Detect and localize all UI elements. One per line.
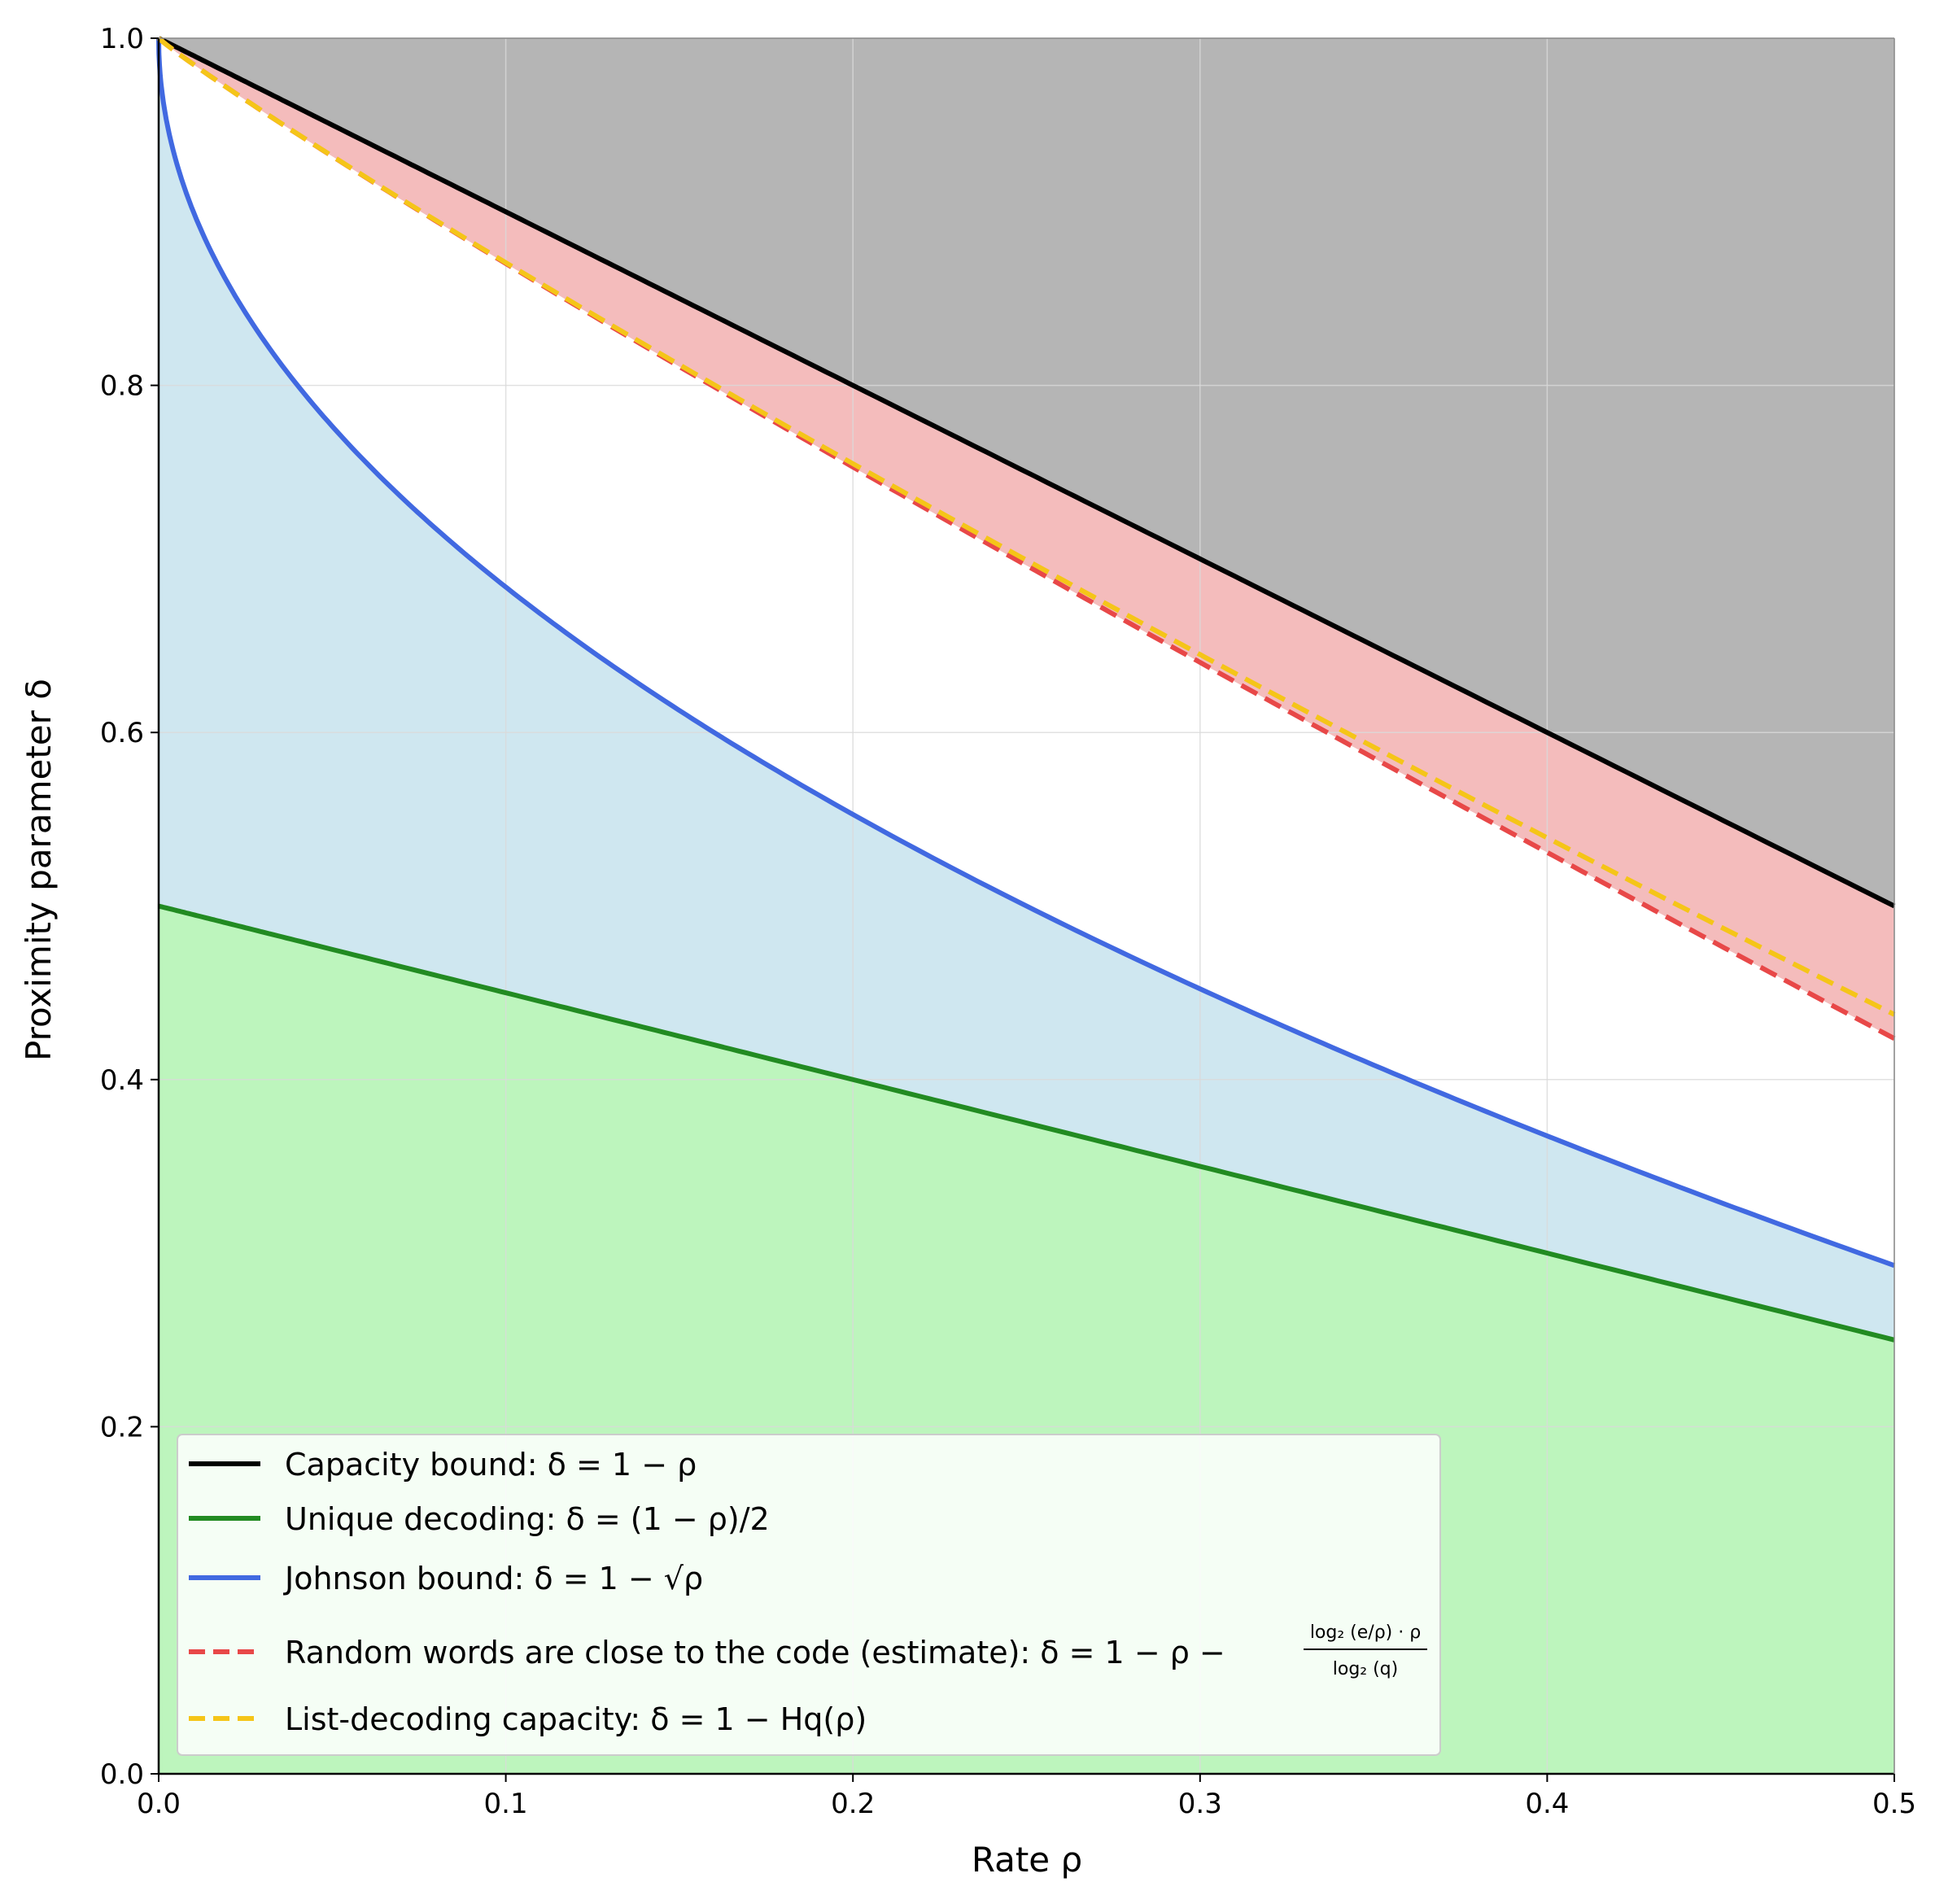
x-tick-label: 0.1 — [484, 1788, 528, 1820]
x-tick-label: 0.4 — [1525, 1788, 1569, 1820]
legend-label-johnson: Johnson bound: δ = 1 − √ρ — [283, 1561, 703, 1596]
y-tick-label: 0.6 — [100, 717, 144, 749]
legend-frac-numerator: log₂ (e/ρ) · ρ — [1310, 1622, 1421, 1643]
series-line-johnson — [156, 37, 1896, 1269]
legend: Capacity bound: δ = 1 − ρ Unique decodin… — [177, 1434, 1441, 1756]
gap-region — [159, 38, 1894, 1039]
legend-frac-denominator: log₂ (q) — [1333, 1659, 1398, 1679]
series-line-list-decoding — [156, 36, 1896, 1017]
x-tick-label: 0.5 — [1872, 1788, 1916, 1820]
x-tick-label: 0.0 — [137, 1788, 181, 1820]
x-tick-label: 0.3 — [1178, 1788, 1222, 1820]
ticks: 0.0 0.1 0.2 0.3 0.4 0.5 0.0 0.2 0.4 0.6 0.8 1.0 — [100, 23, 1916, 1820]
x-tick-label: 0.2 — [831, 1788, 875, 1820]
legend-label-random-words: Random words are close to the code (esti… — [285, 1635, 1225, 1670]
legend-box — [177, 1434, 1441, 1756]
y-tick-label: 0.0 — [100, 1758, 144, 1791]
y-tick-label: 0.2 — [100, 1411, 144, 1443]
axes — [157, 37, 1895, 1775]
y-axis-label: Proximity parameter δ — [19, 679, 59, 1061]
x-axis-label: Rate ρ — [972, 1840, 1082, 1880]
legend-label-list-decoding: List-decoding capacity: δ = 1 − Hq(ρ) — [285, 1701, 867, 1737]
legend-label-unique: Unique decoding: δ = (1 − ρ)/2 — [285, 1501, 770, 1537]
y-tick-label: 0.8 — [100, 370, 144, 403]
y-tick-label: 1.0 — [100, 23, 144, 55]
y-tick-label: 0.4 — [100, 1064, 144, 1097]
series-lines — [156, 36, 1896, 1343]
series-line-unique — [156, 903, 1895, 1343]
series-line-capacity — [156, 36, 1896, 909]
legend-label-capacity: Capacity bound: δ = 1 − ρ — [285, 1447, 697, 1483]
